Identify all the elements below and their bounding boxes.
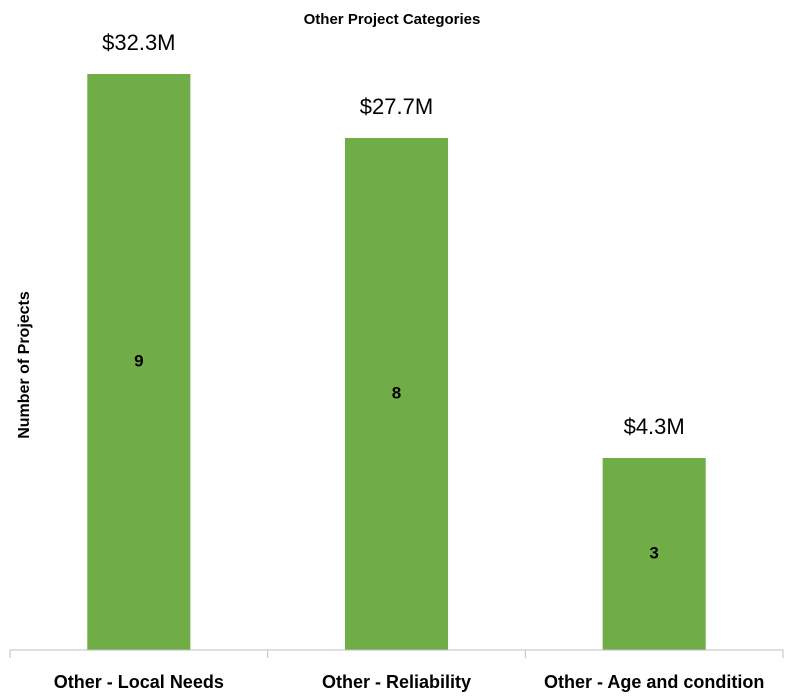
value-label: 8 — [392, 383, 401, 402]
bar — [602, 458, 706, 650]
amount-label: $32.3M — [102, 30, 175, 55]
bar — [344, 138, 449, 650]
bar — [87, 74, 191, 650]
value-label: 9 — [134, 351, 143, 370]
amount-label: $4.3M — [624, 414, 685, 439]
x-tick-label: Other - Reliability — [322, 672, 471, 692]
chart-title: Other Project Categories — [304, 11, 481, 28]
y-axis-label: Number of Projects — [16, 291, 33, 439]
x-tick-label: Other - Age and condition — [544, 672, 764, 692]
value-label: 3 — [649, 543, 658, 562]
amount-label: $27.7M — [360, 94, 433, 119]
x-tick-label: Other - Local Needs — [54, 672, 224, 692]
